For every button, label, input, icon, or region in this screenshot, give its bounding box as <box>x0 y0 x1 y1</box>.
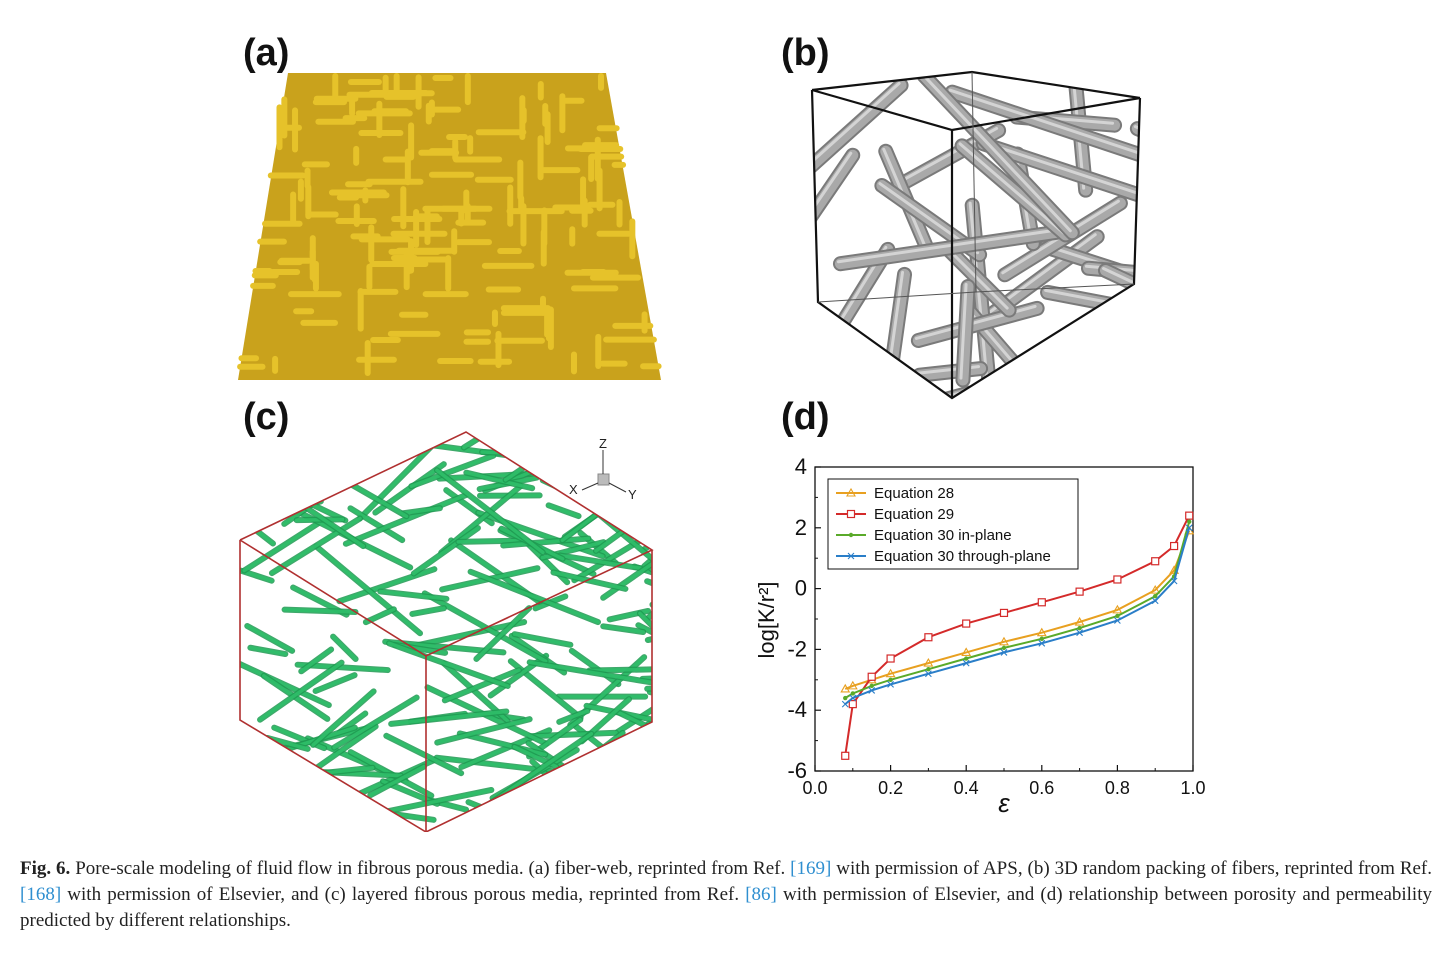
caption-text-4: with permission of Elsevier, and (d) rel… <box>20 884 1432 931</box>
data-point <box>887 680 894 688</box>
y-tick-label: 4 <box>795 454 807 479</box>
data-point <box>999 608 1009 618</box>
ref-link-86[interactable]: [86] <box>745 884 777 905</box>
caption-text-2: with permission of APS, (b) 3D random pa… <box>831 858 1432 879</box>
data-point <box>850 691 855 696</box>
data-point <box>962 619 971 628</box>
axis-x-label: X <box>569 482 578 497</box>
data-point <box>869 683 874 689</box>
data-point <box>1113 575 1122 584</box>
data-point <box>1076 629 1083 637</box>
legend-item: Equation 28 <box>836 485 954 502</box>
data-point <box>848 700 857 709</box>
data-point <box>1077 625 1082 631</box>
x-axis-label: ε <box>998 788 1010 818</box>
data-point <box>841 700 849 708</box>
caption-text-1: Pore-scale modeling of fluid flow in fib… <box>70 858 791 879</box>
panel-label-b: (b) <box>781 32 830 74</box>
panel-label-a: (a) <box>243 32 290 74</box>
data-point <box>1039 636 1044 641</box>
figure-caption: Fig. 6. Pore-scale modeling of fluid flo… <box>20 856 1432 934</box>
series-2 <box>843 519 1192 701</box>
data-point <box>1150 585 1161 594</box>
data-point <box>923 657 934 667</box>
figure-number: Fig. 6. <box>20 858 71 879</box>
data-point <box>885 668 896 678</box>
data-point <box>848 532 854 538</box>
data-point <box>840 683 851 693</box>
data-point <box>846 509 856 519</box>
data-point <box>1151 597 1159 605</box>
y-tick-label: 0 <box>795 576 807 601</box>
data-point <box>1036 627 1047 637</box>
data-point <box>1185 524 1193 532</box>
data-point <box>961 647 972 656</box>
data-point <box>886 654 895 663</box>
legend-item: Equation 29 <box>836 506 954 523</box>
axis-triad-icon: Z X Y <box>569 436 637 502</box>
data-point <box>1153 594 1158 599</box>
caption-text-3: with permission of Elsevier, and (c) lay… <box>61 884 746 905</box>
data-point <box>847 552 855 560</box>
y-tick-label: -2 <box>787 636 807 661</box>
ref-link-168[interactable]: [168] <box>20 884 62 905</box>
legend-item: Equation 30 in-plane <box>836 527 1012 544</box>
x-tick-label: 0.0 <box>802 778 827 798</box>
axis-y-label: Y <box>628 487 637 502</box>
data-point <box>849 694 857 702</box>
data-point <box>926 666 931 672</box>
data-point <box>962 659 970 667</box>
data-point <box>1114 617 1121 624</box>
data-point <box>888 677 893 682</box>
data-point <box>1001 645 1007 651</box>
data-point <box>1074 616 1085 626</box>
data-point <box>925 670 932 678</box>
data-point <box>846 487 856 497</box>
random-fibers-cube-image <box>810 70 1142 400</box>
data-point <box>1112 604 1123 614</box>
panel-label-d: (d) <box>781 396 830 438</box>
data-point <box>843 695 848 701</box>
fiber-web-image <box>237 73 662 380</box>
x-tick-label: 0.6 <box>1029 778 1054 798</box>
data-point <box>1075 587 1084 596</box>
data-point <box>999 636 1009 646</box>
x-tick-label: 1.0 <box>1180 778 1205 798</box>
y-axis-label: log[K/r²] <box>754 581 779 658</box>
data-point <box>1170 541 1179 551</box>
series-1 <box>841 511 1194 760</box>
data-point <box>1151 557 1160 566</box>
y-tick-label: -6 <box>787 758 807 783</box>
x-tick-label: 0.2 <box>878 778 903 798</box>
y-tick-label: 2 <box>795 515 807 540</box>
x-tick-label: 0.4 <box>954 778 979 798</box>
legend-label: Equation 30 through-plane <box>874 548 1051 565</box>
data-point <box>1115 613 1120 619</box>
ref-link-169[interactable]: [169] <box>790 858 832 879</box>
y-tick-label: -4 <box>787 697 807 722</box>
x-tick-label: 0.8 <box>1105 778 1130 798</box>
data-point <box>964 656 969 661</box>
data-point <box>841 751 850 760</box>
axis-z-label: Z <box>599 436 607 451</box>
panel-label-c: (c) <box>243 396 290 438</box>
data-point <box>867 672 876 681</box>
data-point <box>847 680 858 690</box>
legend-label: Equation 28 <box>874 485 954 502</box>
data-point <box>868 687 876 694</box>
legend-item: Equation 30 through-plane <box>836 548 1051 565</box>
data-point <box>1185 511 1194 520</box>
data-point <box>1038 639 1046 647</box>
data-point <box>1187 519 1192 524</box>
chart-legend: Equation 28 Equation 29 Equation 30 in-pla… <box>827 478 1079 570</box>
legend-label: Equation 30 in-plane <box>874 527 1012 544</box>
data-point <box>1037 598 1046 607</box>
series-3 <box>841 524 1193 708</box>
legend-label: Equation 29 <box>874 506 954 523</box>
layered-fibers-cube-image: Z X Y <box>239 431 654 832</box>
data-point <box>1170 577 1178 585</box>
data-point <box>1000 649 1008 656</box>
data-point <box>924 633 933 642</box>
